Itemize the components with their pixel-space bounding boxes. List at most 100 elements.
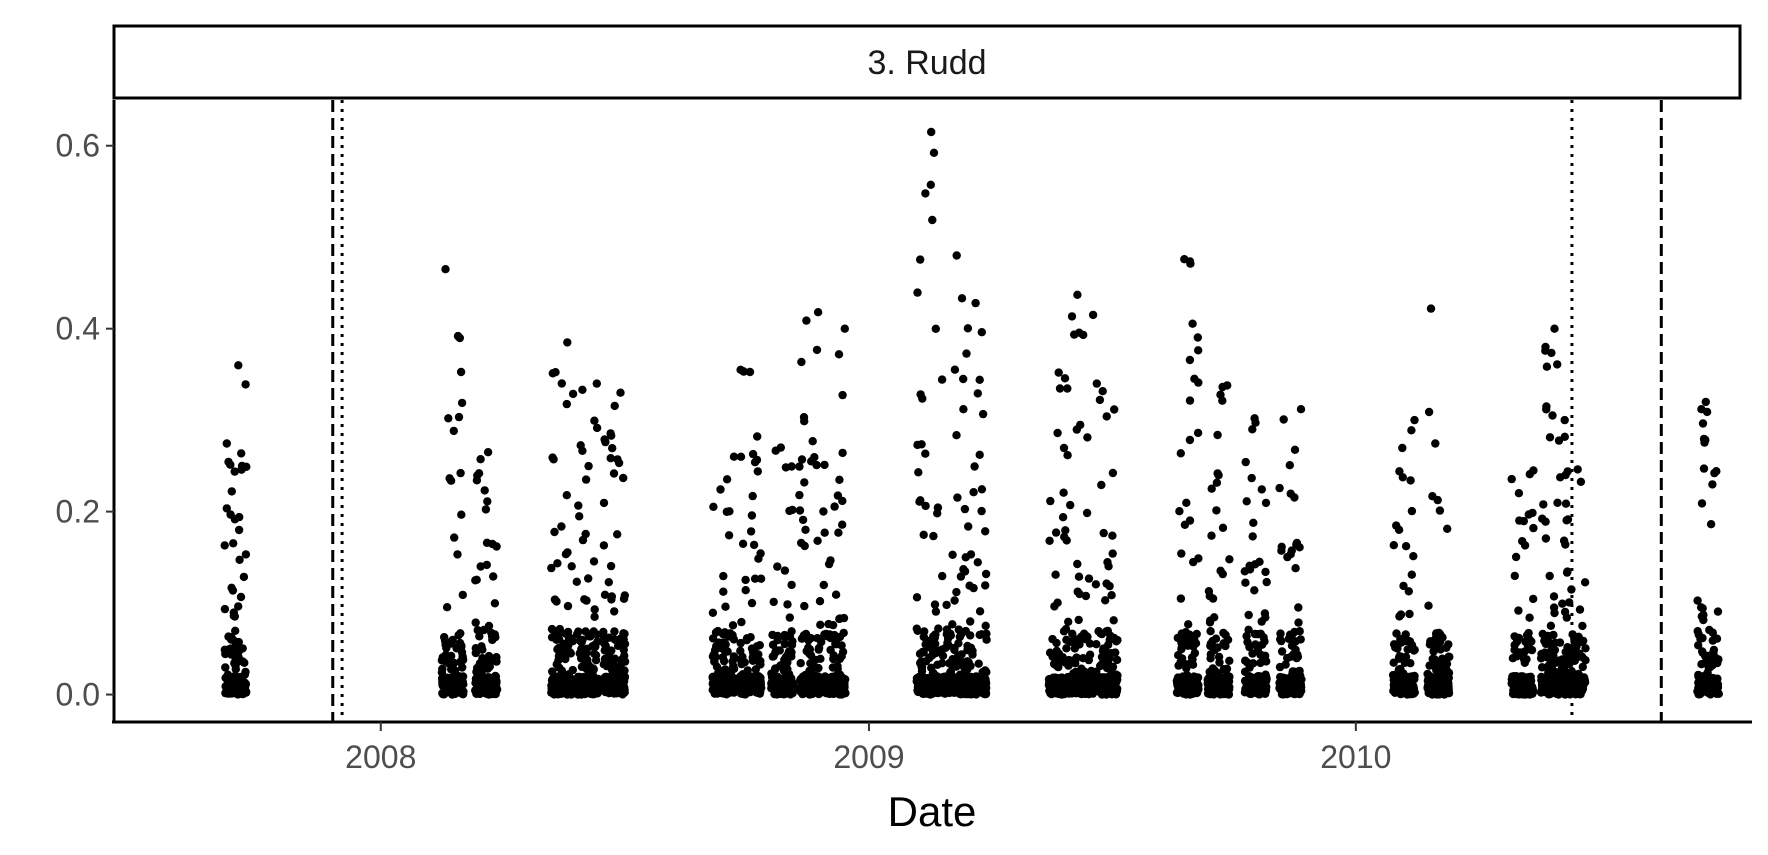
data-point bbox=[754, 650, 763, 659]
data-point bbox=[1442, 665, 1451, 674]
data-point bbox=[712, 642, 721, 651]
data-point bbox=[815, 597, 825, 606]
data-point bbox=[440, 633, 449, 642]
data-point bbox=[797, 357, 806, 367]
data-point bbox=[813, 308, 823, 317]
data-point bbox=[1401, 542, 1411, 551]
data-point bbox=[229, 539, 238, 548]
data-point bbox=[1697, 660, 1706, 669]
data-point bbox=[1544, 668, 1553, 677]
data-point bbox=[1188, 319, 1197, 328]
data-point bbox=[832, 640, 841, 649]
data-point bbox=[1251, 418, 1260, 427]
data-point bbox=[221, 663, 230, 672]
data-point bbox=[814, 663, 823, 673]
data-point bbox=[1547, 646, 1557, 655]
data-point bbox=[458, 663, 467, 672]
data-point bbox=[927, 663, 936, 672]
data-point bbox=[607, 595, 616, 604]
data-point bbox=[563, 627, 573, 637]
data-point bbox=[942, 674, 951, 683]
data-point bbox=[1221, 630, 1230, 640]
data-point bbox=[1426, 304, 1436, 313]
data-point bbox=[967, 674, 977, 683]
data-point bbox=[1404, 587, 1414, 596]
data-point bbox=[1212, 506, 1221, 515]
data-point bbox=[1064, 617, 1073, 626]
data-point bbox=[1097, 480, 1106, 490]
data-point bbox=[1580, 578, 1590, 587]
data-point bbox=[610, 607, 619, 616]
data-point bbox=[1410, 415, 1419, 425]
data-point bbox=[1405, 680, 1414, 689]
data-point bbox=[1288, 637, 1298, 646]
data-point bbox=[916, 658, 925, 668]
data-point bbox=[482, 560, 491, 570]
data-point bbox=[1071, 667, 1080, 677]
data-point bbox=[1537, 649, 1546, 659]
data-point bbox=[838, 520, 847, 529]
data-point bbox=[826, 556, 835, 565]
data-point bbox=[1510, 645, 1519, 655]
data-point bbox=[1577, 637, 1586, 647]
data-point bbox=[561, 550, 571, 559]
data-point bbox=[599, 632, 609, 641]
data-point bbox=[954, 674, 963, 683]
data-point bbox=[1695, 680, 1705, 689]
data-point bbox=[605, 689, 614, 698]
data-point bbox=[620, 591, 629, 600]
data-point bbox=[1560, 432, 1570, 441]
data-point bbox=[574, 627, 583, 636]
data-point bbox=[966, 617, 975, 626]
data-point bbox=[921, 501, 930, 511]
data-point bbox=[592, 379, 601, 388]
data-point bbox=[721, 602, 730, 611]
data-point bbox=[820, 528, 829, 537]
data-point bbox=[1405, 609, 1414, 619]
data-point bbox=[441, 652, 450, 661]
data-point bbox=[1073, 290, 1082, 299]
data-point bbox=[828, 620, 838, 630]
data-point bbox=[1575, 649, 1584, 658]
data-point bbox=[1063, 384, 1072, 393]
data-point bbox=[1565, 598, 1574, 607]
data-point bbox=[1107, 649, 1116, 658]
data-point bbox=[982, 629, 991, 638]
data-point bbox=[1212, 478, 1222, 487]
data-point bbox=[1436, 630, 1445, 639]
data-point bbox=[220, 541, 229, 550]
data-point bbox=[1549, 603, 1559, 612]
data-point bbox=[1184, 620, 1193, 629]
data-point bbox=[1062, 635, 1071, 644]
data-point bbox=[828, 684, 837, 693]
data-point bbox=[1430, 681, 1439, 690]
data-point bbox=[773, 562, 782, 571]
data-point bbox=[1108, 549, 1117, 558]
data-point bbox=[745, 367, 755, 377]
data-point bbox=[952, 587, 961, 597]
data-point bbox=[948, 620, 957, 629]
data-point bbox=[456, 629, 465, 638]
data-point bbox=[756, 656, 765, 666]
data-point bbox=[745, 680, 754, 690]
data-point bbox=[1512, 679, 1522, 689]
data-point bbox=[747, 511, 757, 520]
y-axis-ticks: 0.0 0.2 0.4 0.6 bbox=[56, 128, 114, 713]
data-point bbox=[1219, 688, 1228, 698]
data-point bbox=[1083, 433, 1092, 442]
data-point bbox=[1537, 688, 1546, 697]
data-point bbox=[785, 506, 794, 516]
data-point bbox=[938, 571, 947, 581]
data-point bbox=[1429, 658, 1439, 667]
data-point bbox=[913, 288, 922, 297]
data-point bbox=[450, 533, 459, 542]
data-point bbox=[968, 646, 977, 656]
data-point bbox=[931, 324, 940, 333]
data-point bbox=[787, 648, 796, 657]
data-point bbox=[1213, 469, 1222, 478]
data-point bbox=[1424, 407, 1434, 417]
data-point bbox=[1523, 683, 1533, 692]
data-point bbox=[1072, 653, 1081, 662]
data-point bbox=[1067, 312, 1077, 321]
